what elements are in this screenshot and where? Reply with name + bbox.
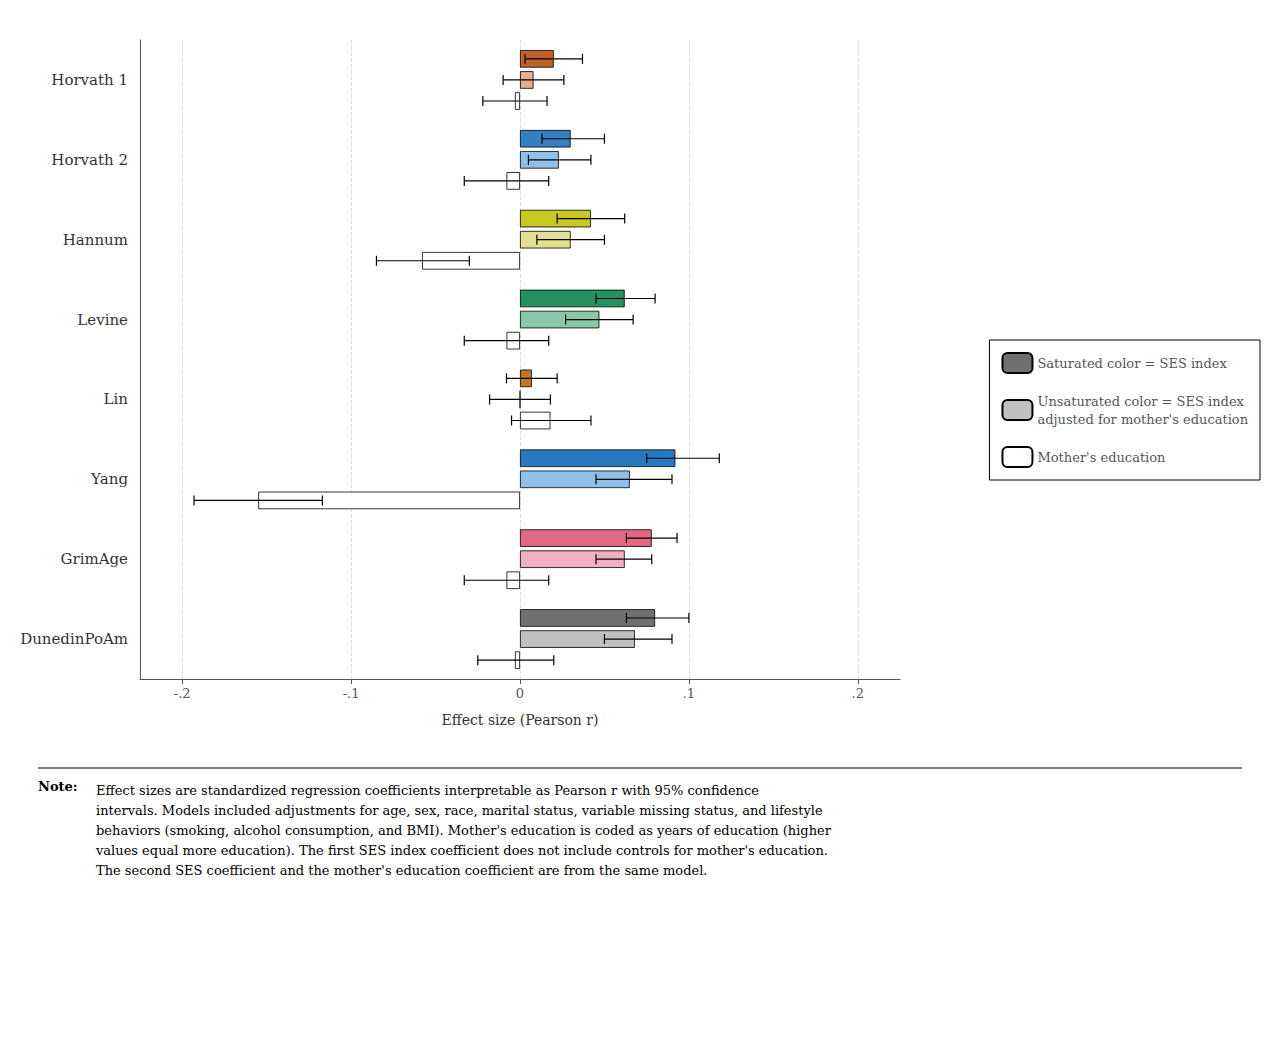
svg-text:intervals. Models included adj: intervals. Models included adjustments f…: [96, 803, 823, 818]
svg-text:Hannum: Hannum: [63, 231, 128, 249]
svg-text:Saturated color = SES index: Saturated color = SES index: [1037, 356, 1227, 371]
svg-text:0: 0: [516, 686, 524, 701]
svg-text:behaviors (smoking, alcohol co: behaviors (smoking, alcohol consumption,…: [96, 823, 832, 838]
svg-text:.2: .2: [852, 686, 864, 701]
svg-text:-.1: -.1: [343, 686, 360, 701]
svg-text:-.2: -.2: [174, 686, 191, 701]
svg-text:Horvath 2: Horvath 2: [51, 151, 128, 169]
svg-text:Unsaturated color = SES index: Unsaturated color = SES index: [1037, 394, 1244, 409]
svg-text:Horvath 1: Horvath 1: [51, 71, 128, 89]
svg-text:.1: .1: [683, 686, 695, 701]
svg-text:Levine: Levine: [77, 311, 128, 329]
svg-text:The second SES coefficient and: The second SES coefficient and the mothe…: [96, 863, 707, 878]
svg-text:DunedinPoAm: DunedinPoAm: [20, 630, 128, 648]
svg-text:values equal more education).: values equal more education). The first …: [95, 843, 828, 858]
svg-text:Yang: Yang: [90, 470, 128, 488]
svg-text:adjusted for mother's educatio: adjusted for mother's education: [1037, 412, 1248, 427]
svg-text:Mother's education: Mother's education: [1037, 450, 1166, 465]
svg-text:Effect size (Pearson r): Effect size (Pearson r): [442, 712, 599, 728]
svg-text:Lin: Lin: [104, 390, 129, 408]
svg-text:GrimAge: GrimAge: [61, 550, 129, 568]
svg-text:Effect sizes are standardized: Effect sizes are standardized regression…: [96, 783, 759, 798]
svg-text:Note:: Note:: [38, 779, 78, 794]
